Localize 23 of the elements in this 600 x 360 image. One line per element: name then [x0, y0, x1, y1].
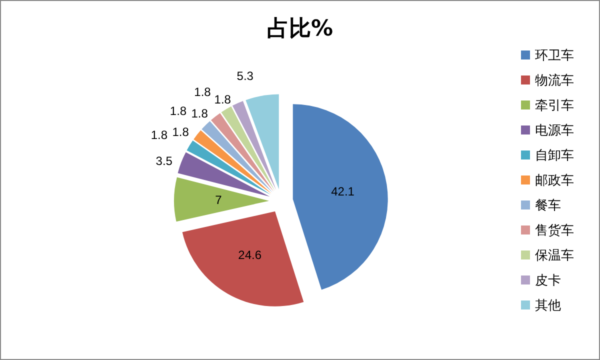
legend-label: 餐车	[535, 198, 561, 212]
data-label: 5.3	[236, 69, 254, 84]
legend-label: 牵引车	[535, 98, 574, 112]
data-label: 1.8	[194, 84, 212, 99]
legend-label: 保温车	[535, 248, 574, 262]
chart-title: 占比%	[266, 16, 334, 42]
data-label: 1.8	[172, 125, 190, 140]
data-label: 42.1	[331, 184, 355, 198]
data-label: 1.8	[150, 128, 168, 142]
legend-label: 其他	[535, 298, 561, 312]
data-label: 7	[215, 193, 222, 208]
legend-label: 电源车	[535, 122, 574, 138]
legend-label: 邮政车	[535, 172, 574, 188]
legend-label: 皮卡	[535, 272, 561, 288]
data-label: 1.8	[191, 106, 208, 120]
data-label: 3.5	[156, 154, 173, 168]
legend-label: 物流车	[535, 72, 574, 88]
legend-label: 自卸车	[535, 148, 574, 162]
legend-label: 环卫车	[535, 48, 574, 62]
data-label: 1.8	[170, 104, 187, 118]
data-label: 24.6	[238, 248, 262, 262]
data-label: 1.8	[214, 92, 232, 107]
legend-label: 售货车	[535, 222, 574, 238]
